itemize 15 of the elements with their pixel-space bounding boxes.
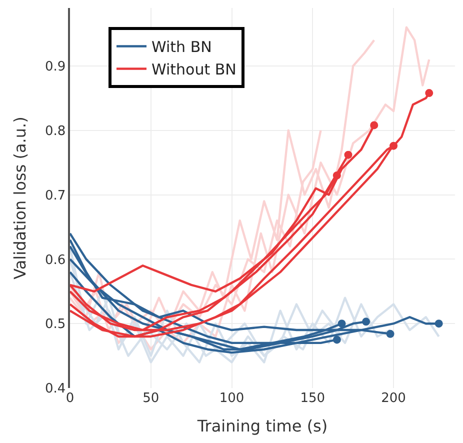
legend-label: With BN [152, 38, 212, 56]
y-tick-label: 0.9 [44, 60, 66, 75]
y-tick-label: 0.8 [44, 124, 66, 139]
x-tick-label: 150 [300, 391, 326, 406]
legend-label: Without BN [152, 60, 236, 79]
y-tick-label: 0.7 [44, 188, 66, 204]
x-axis-title: Training time (s) [196, 416, 328, 436]
x-tick-label: 200 [381, 391, 406, 406]
y-tick-label: 0.5 [44, 317, 66, 332]
y-axis-title: Validation loss (a.u.) [10, 116, 30, 280]
y-tick-label: 0.6 [44, 252, 66, 268]
y-tick-label: 0.4 [44, 382, 66, 397]
x-tick-label: 100 [219, 391, 244, 406]
x-tick-label: 0 [66, 391, 74, 406]
x-tick-label: 50 [142, 391, 160, 406]
